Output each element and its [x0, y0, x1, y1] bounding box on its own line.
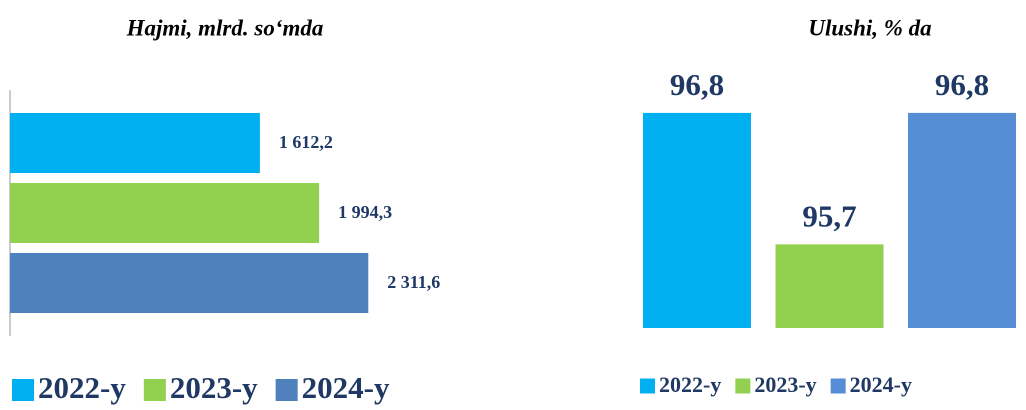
- legend-swatch: [830, 378, 846, 394]
- legend-label: 2023-y: [170, 370, 258, 405]
- value-label: 96,8: [935, 67, 989, 102]
- value-label: 1 612,2: [279, 132, 333, 152]
- bar: [908, 112, 1016, 329]
- legend-swatch: [12, 379, 34, 401]
- bar: [775, 244, 884, 328]
- bar: [10, 113, 260, 173]
- chart-title: Ulushi, % da: [808, 15, 931, 40]
- legend-swatch: [275, 379, 298, 401]
- chart-title: Hajmi, mlrd. so‘mda: [126, 15, 324, 40]
- value-label: 96,8: [670, 67, 724, 102]
- legend-swatch: [735, 378, 751, 394]
- value-label: 2 311,6: [387, 272, 440, 292]
- legend-label: 2024-y: [302, 370, 390, 405]
- value-label: 95,7: [802, 198, 856, 233]
- bar: [643, 112, 751, 329]
- legend-swatch: [143, 379, 166, 401]
- legend-label: 2024-y: [850, 372, 912, 397]
- legend-label: 2023-y: [754, 372, 816, 397]
- bar: [10, 253, 369, 313]
- legend-label: 2022-y: [38, 370, 126, 405]
- legend-swatch: [640, 378, 655, 394]
- bar: [10, 183, 320, 243]
- value-label: 1 994,3: [338, 202, 392, 222]
- legend-label: 2022-y: [659, 372, 721, 397]
